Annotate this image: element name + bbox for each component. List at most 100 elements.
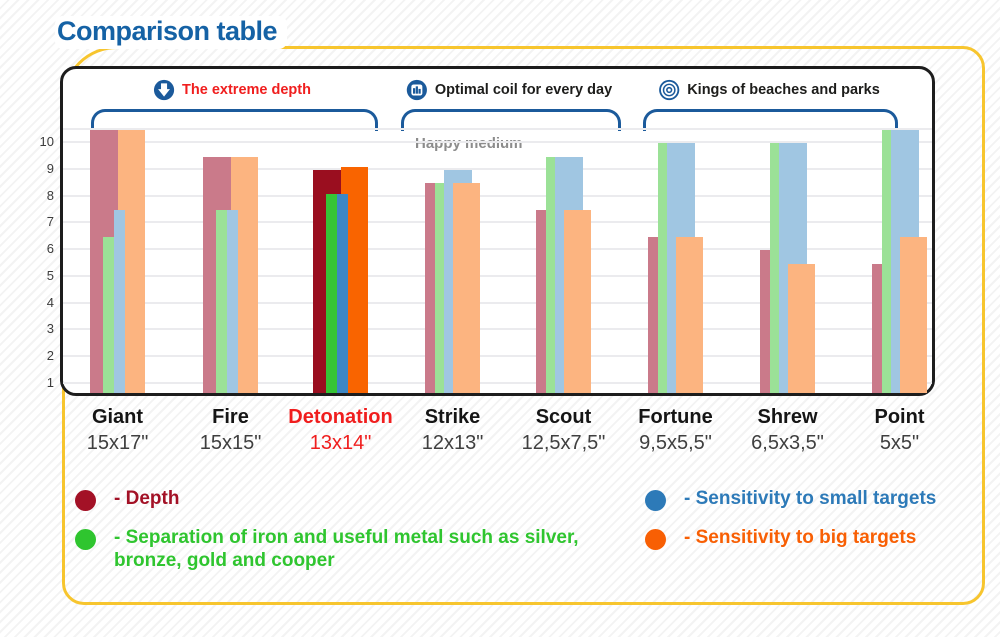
y-axis-tick-3: 3 [46,321,54,337]
product-label-giant: Giant 15x17" [53,404,183,456]
product-size: 12x13" [421,432,484,454]
bar-big-targets [453,183,480,393]
legend-item: - Depth [75,488,595,511]
gridline-1 [63,381,932,384]
gridline-6 [63,248,932,251]
legend-label: - Depth [114,488,180,509]
product-labels-row: Giant 15x17" Fire 15x15" Detonation 13x14" Str… [60,404,935,474]
product-size: 9,5x5,5" [639,432,712,454]
bar-separation [216,210,227,393]
happy-medium-label: Happy medium [415,135,523,152]
bar-depth [536,210,547,393]
bar-depth [648,236,659,393]
legend-label: - Separation of iron and useful metal su… [114,527,579,571]
bar-depth [760,250,771,393]
bar-group-fortune [648,130,703,393]
legend-color-dot [75,490,96,511]
product-size: 13x14" [309,432,372,454]
bar-depth [425,183,436,393]
down-arrow-icon [153,79,175,101]
product-label-detonation: Detonation 13x14" [276,404,406,456]
bracket-optimal-coil [401,109,621,131]
bar-small-targets [337,194,348,393]
y-axis-tick-7: 7 [46,214,54,230]
product-label-fortune: Fortune 9,5x5,5" [611,404,741,456]
plot-area: Happy medium 1 2 3 4 5 6 7 8 9 10 [40,128,932,393]
category-header-extreme-depth: The extreme depth [153,79,311,101]
bar-group-shrew [760,130,815,393]
y-axis-tick-10: 10 [39,134,54,150]
product-name: Fire [212,406,249,428]
gridline-9 [63,168,932,171]
y-axis-tick-9: 9 [46,161,54,177]
bar-big-targets [676,236,703,393]
product-label-shrew: Shrew 6,5x3,5" [723,404,853,456]
bracket-extreme-depth [91,109,378,131]
product-name: Strike [424,406,481,428]
product-size: 6,5x3,5" [751,432,824,454]
product-size: 15x15" [199,432,262,454]
bar-separation [546,156,555,393]
product-size: 12,5x7,5" [521,432,606,454]
bar-depth [872,263,883,393]
legend-left-column: - Depth - Separation of iron and useful m… [75,488,595,573]
bar-separation [326,194,337,393]
bar-group-fire [203,130,258,393]
legend-color-dot [645,529,666,550]
bar-chart-icon [406,79,428,101]
y-axis-tick-5: 5 [46,267,54,283]
bar-separation [770,143,779,393]
product-name: Point [874,406,925,428]
bar-group-strike [425,130,480,393]
bar-group-detonation [313,130,368,393]
y-axis-tick-4: 4 [46,294,54,310]
legend-label: - Sensitivity to big targets [684,527,917,548]
category-header-label: Kings of beaches and parks [687,82,880,98]
page-title: Comparison table [55,16,288,49]
product-size: 15x17" [86,432,149,454]
gridline-3 [63,328,932,331]
product-size: 5x5" [879,432,920,454]
category-header-kings-of-beaches: Kings of beaches and parks [658,79,880,101]
bar-big-targets [900,236,927,393]
bar-separation [658,143,667,393]
product-name: Scout [535,406,592,428]
category-header-label: The extreme depth [182,82,311,98]
gridline-7 [63,221,932,224]
product-label-fire: Fire 15x15" [166,404,296,456]
gridline-5 [63,274,932,277]
y-axis-tick-1: 1 [46,374,54,390]
gridline-8 [63,194,932,197]
legend-item: - Sensitivity to small targets [645,488,975,511]
gridline-10 [63,141,932,144]
product-name: Detonation [288,406,393,428]
legend-color-dot [645,490,666,511]
product-name: Fortune [638,406,713,428]
bar-small-targets [114,210,125,393]
gridline-2 [63,354,932,357]
category-header-optimal-coil: Optimal coil for every day [406,79,612,101]
product-name: Giant [91,406,144,428]
bar-separation [103,236,114,393]
chart-box: The extreme depth Optimal coil for every… [40,66,935,396]
bar-group-scout [536,130,591,393]
gridline-4 [63,301,932,304]
bar-small-targets [227,210,238,393]
bar-separation [882,130,891,393]
product-label-strike: Strike 12x13" [388,404,518,456]
product-label-point: Point 5x5" [835,404,965,456]
category-header-label: Optimal coil for every day [434,82,613,98]
bracket-kings-of-beaches [643,109,898,131]
y-axis-tick-8: 8 [46,187,54,203]
product-label-scout: Scout 12,5x7,5" [499,404,629,456]
target-icon [658,79,680,101]
bar-separation [435,183,444,393]
bar-group-point [872,130,927,393]
legend-right-column: - Sensitivity to small targets - Sensitiv… [645,488,975,550]
legend-label: - Sensitivity to small targets [684,488,937,509]
bar-group-giant [90,130,145,393]
legend-item: - Separation of iron and useful metal su… [75,527,595,573]
legend-item: - Sensitivity to big targets [645,527,975,550]
bar-big-targets [564,210,591,393]
product-name: Shrew [757,406,818,428]
